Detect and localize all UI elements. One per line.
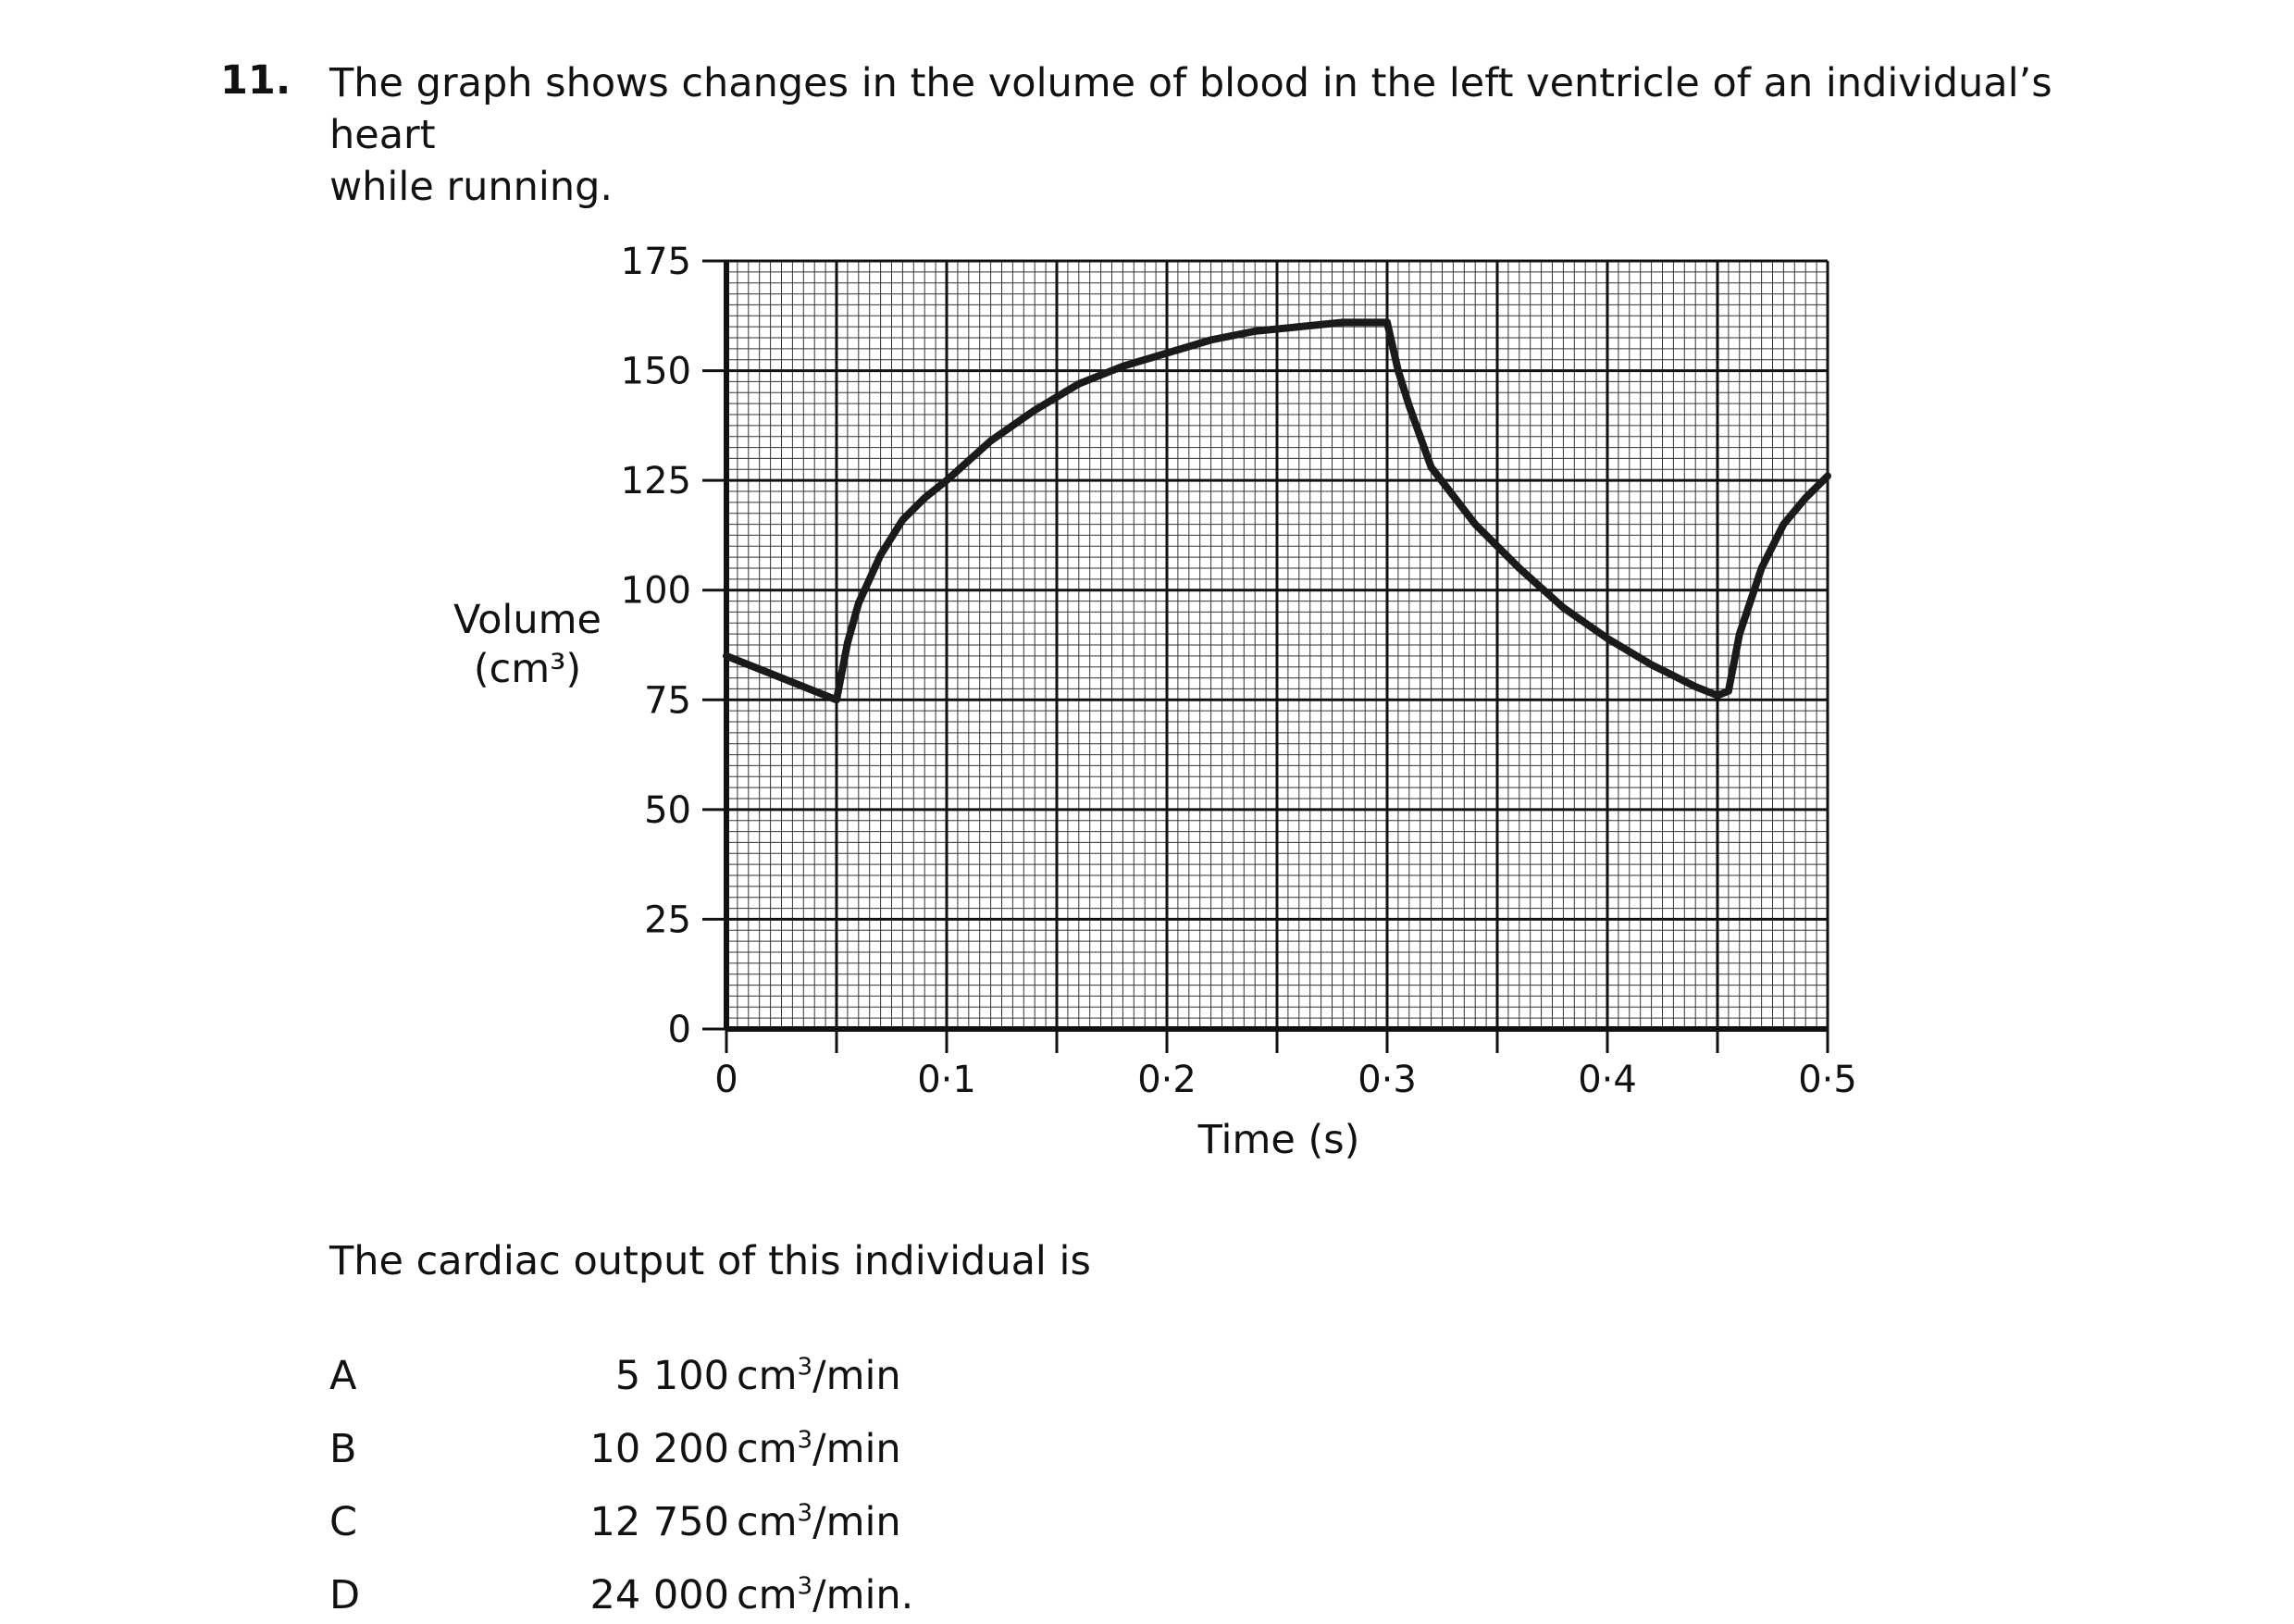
axis-ticks [702, 259, 1829, 1053]
data-point [1802, 494, 1809, 502]
data-point [1075, 380, 1083, 388]
data-point [855, 600, 862, 607]
major-grid [725, 259, 1829, 1031]
option-value: 24 000 [589, 1572, 729, 1618]
option-value: 12 750 [589, 1499, 729, 1545]
data-point [1471, 521, 1479, 528]
data-point [723, 652, 730, 660]
option-unit: cm3/min [737, 1353, 901, 1399]
data-point [1779, 521, 1787, 528]
data-point [899, 516, 906, 524]
data-point [1725, 688, 1732, 695]
answer-prompt: The cardiac output of this individual is [329, 1238, 1091, 1284]
data-point [767, 670, 775, 677]
data-point [1395, 367, 1402, 375]
data-point [1824, 472, 1831, 479]
data-point [987, 437, 995, 444]
x-axis-label: Time (s) [1197, 1117, 1360, 1163]
data-point [1692, 683, 1699, 690]
data-point [1516, 564, 1523, 572]
y-tick-label: 125 [621, 460, 691, 502]
data-point [1648, 661, 1655, 668]
data-point [1428, 464, 1435, 471]
data-point [1736, 630, 1743, 638]
data-point [1163, 350, 1171, 357]
data-point [1251, 328, 1259, 335]
option-value: 5 100 [614, 1353, 729, 1399]
option-letter: B [329, 1426, 357, 1472]
y-tick-label: 50 [644, 789, 691, 832]
x-tick-label: 0 [714, 1059, 738, 1101]
data-point [1339, 318, 1346, 326]
axis-tick-labels: 0 25 50 75 100 125 150 175 0 0·1 0·2 0·3 0·4 0·5 [621, 241, 1857, 1101]
question-number: 11. [220, 57, 291, 104]
data-point [1208, 336, 1215, 343]
data-point [1559, 604, 1567, 612]
x-tick-label: 0·4 [1578, 1059, 1637, 1101]
data-point [877, 552, 885, 559]
y-tick-label: 175 [621, 241, 691, 283]
option-unit: cm3/min [737, 1426, 901, 1472]
option-letter: A [329, 1353, 357, 1399]
data-series [723, 318, 1831, 704]
y-axis-label-line-2: (cm³) [474, 646, 581, 692]
question-text: The graph shows changes in the volume of… [329, 57, 2143, 213]
data-point [1119, 363, 1126, 370]
data-point [1383, 318, 1391, 326]
y-tick-label: 75 [644, 679, 691, 722]
option-unit: cm3/min. [737, 1572, 914, 1618]
question-text-line-1: The graph shows changes in the volume of… [329, 60, 2052, 158]
data-point [943, 477, 950, 484]
x-tick-label: 0·1 [917, 1059, 976, 1101]
data-point [921, 494, 928, 502]
y-axis-label-line-1: Volume [453, 597, 601, 643]
data-point [833, 696, 840, 703]
y-tick-label: 100 [621, 570, 691, 613]
data-point [1604, 635, 1611, 642]
data-point [1758, 564, 1766, 572]
data-point [1296, 323, 1303, 330]
option-value: 10 200 [589, 1426, 729, 1472]
option-letter: C [329, 1499, 358, 1545]
y-tick-label: 25 [644, 899, 691, 941]
data-point [811, 688, 818, 695]
x-tick-label: 0·2 [1137, 1059, 1197, 1101]
y-tick-label: 150 [621, 351, 691, 393]
data-point [1406, 403, 1413, 410]
x-tick-label: 0·5 [1798, 1059, 1857, 1101]
data-point [844, 639, 851, 647]
x-tick-label: 0·3 [1358, 1059, 1417, 1101]
option-unit: cm3/min [737, 1499, 901, 1545]
question-text-line-2: while running. [329, 164, 614, 210]
y-tick-label: 0 [668, 1009, 691, 1051]
option-letter: D [329, 1572, 361, 1618]
data-point [1031, 406, 1038, 414]
data-point [1714, 692, 1721, 700]
